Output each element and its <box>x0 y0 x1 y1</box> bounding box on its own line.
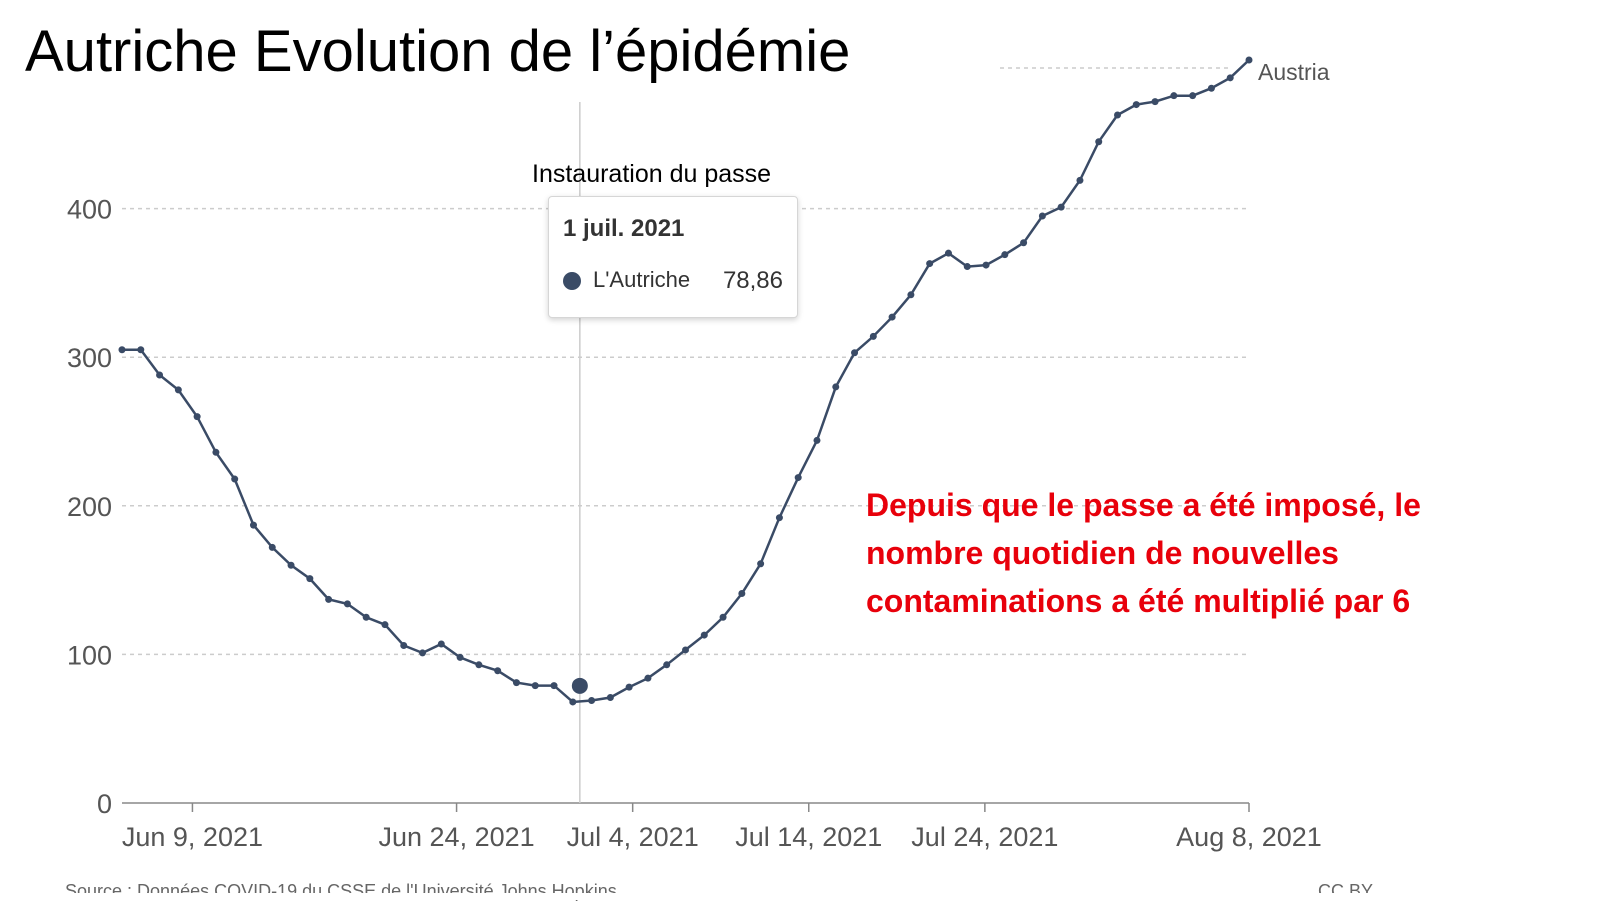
bottom-crop <box>52 893 1370 900</box>
data-point <box>1001 251 1009 259</box>
data-point <box>531 682 539 690</box>
tooltip: 1 juil. 2021 L'Autriche 78,86 <box>548 196 798 318</box>
data-point <box>1170 92 1178 100</box>
data-point <box>343 600 351 608</box>
data-point <box>494 667 502 675</box>
data-point <box>1132 101 1140 109</box>
tooltip-series-name: L'Autriche <box>593 267 691 292</box>
data-point <box>719 613 727 621</box>
data-point <box>362 613 370 621</box>
data-point <box>1151 98 1159 106</box>
data-point <box>174 386 182 394</box>
x-tick-label: Jun 24, 2021 <box>379 822 535 852</box>
data-point <box>1245 56 1253 64</box>
data-point <box>644 674 652 682</box>
data-point <box>193 413 201 421</box>
data-point <box>888 313 896 321</box>
data-point <box>118 346 126 354</box>
data-point <box>1076 176 1084 184</box>
tooltip-date: 1 juil. 2021 <box>563 215 685 242</box>
pass-annotation: Instauration du passe <box>532 160 772 188</box>
data-point <box>757 560 765 568</box>
data-point <box>1226 74 1234 82</box>
data-point <box>1095 138 1103 146</box>
data-point <box>325 595 333 603</box>
data-point <box>700 631 708 639</box>
data-point <box>456 653 464 661</box>
data-point <box>851 349 859 357</box>
data-point <box>775 514 783 522</box>
data-point <box>287 561 295 569</box>
data-point <box>738 589 746 597</box>
x-tick-label: Aug 8, 2021 <box>1176 822 1322 852</box>
tooltip-value: 78,86 <box>722 267 783 294</box>
x-tick-label: Jul 24, 2021 <box>911 822 1058 852</box>
y-tick-label: 200 <box>67 492 112 522</box>
data-point <box>1038 212 1046 220</box>
data-point <box>1114 111 1122 119</box>
data-point <box>268 543 276 551</box>
data-point <box>963 263 971 271</box>
data-point <box>249 521 257 529</box>
data-point <box>550 682 558 690</box>
data-point <box>156 371 164 379</box>
x-tick-label: Jun 9, 2021 <box>122 822 263 852</box>
series-label: Austria <box>1258 59 1330 85</box>
data-point <box>381 621 389 629</box>
data-point <box>625 683 633 691</box>
y-tick-label: 400 <box>67 195 112 225</box>
y-tick-label: 0 <box>97 789 112 819</box>
data-point <box>869 332 877 340</box>
data-point <box>588 696 596 704</box>
data-point <box>512 679 520 687</box>
data-point <box>475 661 483 669</box>
data-point <box>137 346 145 354</box>
data-point <box>606 693 614 701</box>
data-point <box>306 575 314 583</box>
y-tick-label: 300 <box>67 343 112 373</box>
y-tick-label: 100 <box>67 640 112 670</box>
data-point <box>944 249 952 257</box>
data-point <box>1207 84 1215 92</box>
data-point <box>437 640 445 648</box>
callout-message: Depuis que le passe a été imposé, le nom… <box>866 487 1421 619</box>
data-point <box>832 383 840 391</box>
data-point <box>926 260 934 268</box>
data-point <box>1020 239 1028 247</box>
tooltip-series-dot <box>563 272 581 290</box>
data-point <box>231 475 239 483</box>
data-point <box>400 641 408 649</box>
data-point <box>794 474 802 482</box>
data-point <box>212 448 220 456</box>
x-tick-label: Jul 4, 2021 <box>567 822 699 852</box>
highlight-point <box>571 677 588 694</box>
data-point <box>569 698 577 706</box>
data-point <box>907 291 915 299</box>
chart-title: Autriche Evolution de l’épidémie <box>25 19 851 84</box>
data-point <box>1057 203 1065 211</box>
x-tick-label: Jul 14, 2021 <box>735 822 882 852</box>
data-point <box>419 649 427 657</box>
data-point <box>682 646 689 654</box>
data-point <box>663 661 671 669</box>
data-point <box>1189 92 1197 100</box>
data-point <box>982 261 990 269</box>
data-point <box>813 436 821 444</box>
